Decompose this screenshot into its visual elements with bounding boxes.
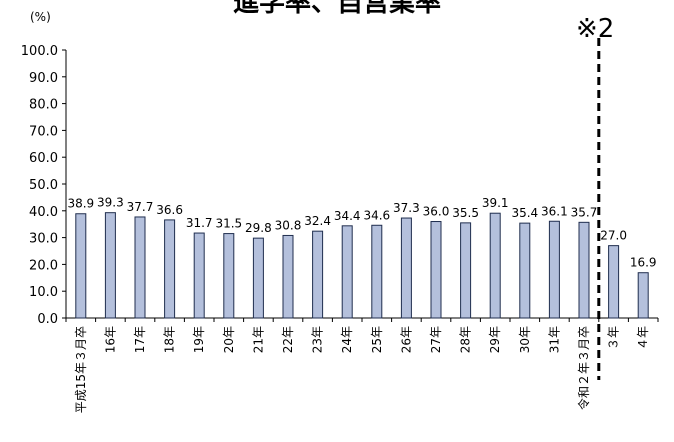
category-label-8: 22年 — [281, 326, 295, 353]
bar-16 — [519, 222, 531, 319]
y-tick-label: 30.0 — [29, 232, 58, 247]
data-label-5: 31.7 — [186, 216, 213, 230]
data-label-17: 36.1 — [541, 204, 568, 218]
bar-13 — [430, 221, 442, 319]
y-tick-label: 70.0 — [29, 124, 58, 139]
category-label-5: 19年 — [192, 326, 206, 353]
bar-17 — [548, 220, 560, 319]
y-tick-label: 90.0 — [29, 71, 58, 86]
y-tick-label: 50.0 — [29, 178, 58, 193]
y-tick-label: 60.0 — [29, 151, 58, 166]
category-label-7: 21年 — [251, 326, 265, 353]
bar-15 — [489, 212, 501, 319]
category-label-9: 23年 — [311, 326, 325, 353]
bar-19 — [608, 245, 620, 319]
category-label-2: 16年 — [103, 326, 117, 353]
data-label-7: 29.8 — [245, 221, 272, 235]
data-label-19: 27.0 — [600, 229, 627, 243]
y-tick-label: 0.0 — [37, 312, 58, 327]
category-label-10: 24年 — [340, 326, 354, 353]
data-label-8: 30.8 — [275, 218, 302, 232]
bar-11 — [371, 224, 383, 319]
category-label-13: 27年 — [429, 326, 443, 353]
bar-5 — [193, 232, 205, 319]
bar-9 — [312, 230, 324, 319]
bar-18 — [578, 221, 590, 319]
bar-10 — [341, 225, 353, 319]
y-axis-unit: (%) — [30, 10, 51, 24]
bar-20 — [637, 272, 649, 319]
bar-2 — [104, 212, 116, 319]
category-label-16: 30年 — [518, 326, 532, 353]
y-tick-label: 80.0 — [29, 98, 58, 113]
data-label-13: 36.0 — [423, 205, 450, 219]
y-tick-label: 10.0 — [29, 285, 58, 300]
data-label-15: 39.1 — [482, 196, 509, 210]
data-label-3: 37.7 — [127, 200, 154, 214]
bar-12 — [400, 217, 412, 319]
category-label-14: 28年 — [459, 326, 473, 353]
category-label-15: 29年 — [488, 326, 502, 353]
bar-7 — [252, 237, 264, 319]
bar-6 — [223, 233, 235, 319]
y-tick-label: 20.0 — [29, 258, 58, 273]
data-label-16: 35.4 — [511, 206, 538, 220]
data-label-11: 34.6 — [363, 208, 390, 222]
bar-8 — [282, 234, 294, 319]
y-tick-label: 100.0 — [21, 44, 58, 59]
divider-annotation: ※2 — [576, 14, 615, 44]
data-label-1: 38.9 — [67, 197, 94, 211]
category-label-3: 17年 — [133, 326, 147, 353]
category-label-17: 31年 — [547, 326, 561, 353]
data-label-14: 35.5 — [452, 206, 479, 220]
category-label-12: 26年 — [399, 326, 413, 353]
category-label-11: 25年 — [370, 326, 384, 353]
data-label-18: 35.7 — [571, 205, 598, 219]
category-label-4: 18年 — [163, 326, 177, 353]
data-label-4: 36.6 — [156, 203, 183, 217]
category-label-18: 令和２年３月卒 — [576, 326, 591, 410]
bar-1 — [75, 213, 87, 319]
data-label-20: 16.9 — [630, 256, 657, 270]
bar-4 — [164, 219, 176, 319]
data-label-10: 34.4 — [334, 209, 361, 223]
bar-14 — [460, 222, 472, 319]
category-label-6: 20年 — [222, 326, 236, 353]
y-tick-label: 40.0 — [29, 205, 58, 220]
data-label-9: 32.4 — [304, 214, 331, 228]
category-label-20: ４年 — [636, 326, 650, 350]
category-label-1: 平成15年３月卒 — [74, 326, 88, 413]
category-label-19: ３年 — [607, 326, 621, 350]
data-label-2: 39.3 — [97, 196, 124, 210]
data-label-12: 37.3 — [393, 201, 420, 215]
chart-title: 進学率、自営業率 — [232, 0, 441, 18]
data-label-6: 31.5 — [215, 217, 242, 231]
bar-3 — [134, 216, 146, 319]
